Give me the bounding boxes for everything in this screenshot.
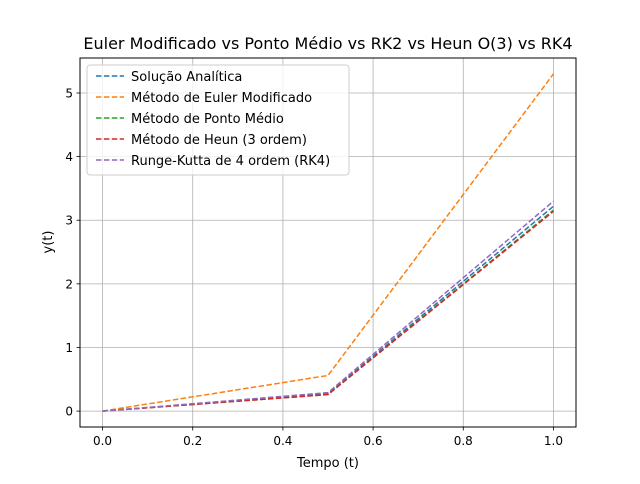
y-tick-label: 2 [65,277,73,291]
legend-label-3: Método de Ponto Médio [131,112,284,127]
y-axis-label: y(t) [41,231,56,254]
series-line-1 [102,205,554,412]
series-lines [102,73,555,412]
plot-area [79,57,577,428]
legend: Solução Analítica Método de Euler Modific… [86,64,350,176]
x-tick-label: 0.6 [364,434,383,448]
y-tick-label: 1 [65,341,73,355]
y-tick-label: 5 [65,86,73,100]
y-tick-label: 3 [65,214,73,228]
legend-label-1: Solução Analítica [131,70,242,85]
y-tick-label: 4 [65,150,73,164]
legend-label-4: Método de Heun (3 ordem) [131,133,307,148]
legend-label-5: Runge-Kutta de 4 ordem (RK4) [131,154,330,169]
y-tick-label: 0 [65,405,73,419]
legend-items: Solução Analítica Método de Euler Modific… [96,70,330,169]
series-line-3 [102,209,554,412]
x-tick-label: 0.2 [183,434,202,448]
x-tick-label: 1.0 [544,434,563,448]
y-axis-ticks: 0 1 2 3 4 5 [65,86,80,419]
chart-title: Euler Modificado vs Ponto Médio vs RK2 v… [83,34,572,53]
series-line-5 [102,200,554,412]
x-axis-label: Tempo (t) [296,456,359,471]
legend-box [86,64,350,176]
series-line-2 [102,73,555,412]
x-tick-label: 0.0 [93,434,112,448]
x-axis-ticks: 0.0 0.2 0.4 0.6 0.8 1.0 [93,427,563,448]
x-tick-label: 0.4 [273,434,292,448]
x-tick-label: 0.8 [454,434,473,448]
series-line-4 [102,210,554,412]
legend-label-2: Método de Euler Modificado [131,91,312,106]
